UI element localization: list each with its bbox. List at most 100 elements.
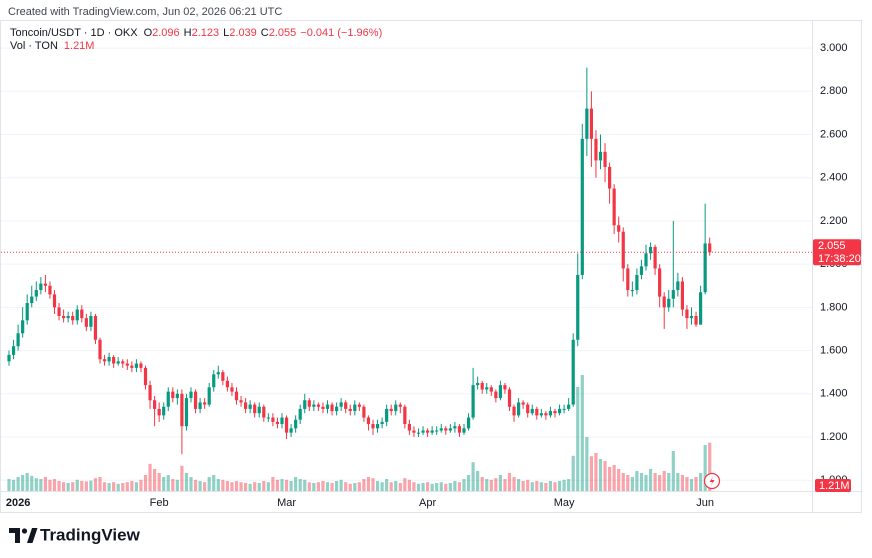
replay-icon[interactable] bbox=[703, 472, 721, 490]
legend-key: L bbox=[223, 27, 229, 39]
candle-body bbox=[34, 290, 38, 297]
volume-bar bbox=[284, 479, 289, 491]
volume-bar bbox=[184, 473, 189, 491]
volume-bar bbox=[71, 482, 75, 491]
candle-body bbox=[398, 404, 402, 407]
candle-body bbox=[130, 365, 134, 368]
y-tick-label: 2.200 bbox=[820, 215, 848, 227]
volume-bar bbox=[521, 481, 525, 491]
y-tick-label: 1.600 bbox=[820, 344, 848, 356]
volume-bar bbox=[435, 483, 439, 491]
volume-bar bbox=[603, 461, 607, 491]
volume-bar bbox=[289, 481, 293, 491]
candle-body bbox=[125, 363, 129, 366]
volume-bar bbox=[353, 483, 357, 491]
volume-bar bbox=[57, 481, 61, 491]
volume-bar bbox=[21, 475, 25, 491]
candle-body bbox=[539, 413, 543, 416]
candle-body bbox=[380, 421, 384, 425]
volume-bar bbox=[507, 473, 512, 491]
candle-body bbox=[143, 367, 148, 386]
volume-bar bbox=[139, 479, 143, 491]
volume-bar bbox=[266, 482, 270, 491]
volume-bar bbox=[43, 477, 47, 491]
candle-body bbox=[75, 309, 79, 321]
volume-bar bbox=[357, 482, 361, 491]
volume-bar bbox=[307, 482, 311, 491]
candle-body bbox=[535, 408, 539, 416]
candle-body bbox=[335, 406, 339, 412]
candle-body bbox=[658, 268, 662, 297]
volume-bar bbox=[580, 375, 584, 491]
volume-bar bbox=[462, 479, 466, 491]
y-tick-label: 3.000 bbox=[820, 42, 848, 54]
volume-bar bbox=[544, 483, 548, 491]
candle-body bbox=[257, 406, 261, 414]
candle-body bbox=[567, 404, 571, 409]
candle-body bbox=[403, 406, 407, 425]
candle-body bbox=[530, 408, 534, 414]
volume-bar bbox=[699, 473, 703, 491]
volume-bar bbox=[703, 445, 707, 491]
candle-body bbox=[476, 382, 480, 386]
legend-change: −0.041 (−1.96%) bbox=[300, 27, 382, 39]
volume-bar bbox=[212, 475, 216, 491]
candle-body bbox=[544, 413, 548, 416]
candle-body bbox=[166, 391, 170, 407]
volume-bar bbox=[639, 473, 644, 491]
candle-body bbox=[430, 430, 434, 433]
candle-body bbox=[180, 393, 184, 427]
candle-body bbox=[339, 402, 343, 407]
volume-bar bbox=[143, 475, 148, 491]
volume-bar bbox=[348, 483, 352, 491]
candle-body bbox=[52, 294, 57, 308]
candle-body bbox=[448, 428, 452, 431]
candle-body bbox=[548, 411, 553, 416]
candle-body bbox=[348, 408, 352, 412]
volume-bar bbox=[130, 481, 134, 491]
volume-bar bbox=[89, 480, 93, 491]
volume-bar bbox=[585, 437, 589, 491]
candle-body bbox=[330, 404, 334, 412]
volume-bar bbox=[375, 481, 380, 491]
candle-body bbox=[662, 296, 666, 308]
candle-body bbox=[612, 188, 616, 226]
candle-body bbox=[521, 402, 525, 405]
volume-bar bbox=[371, 478, 375, 491]
volume-bar bbox=[644, 475, 648, 491]
candle-body bbox=[644, 253, 648, 267]
candle-body bbox=[203, 402, 207, 405]
candle-body bbox=[298, 408, 302, 420]
volume-tag-label: 1.21M bbox=[819, 480, 850, 492]
volume-bar bbox=[567, 479, 571, 491]
candle-body bbox=[485, 387, 489, 390]
volume-bar bbox=[162, 477, 166, 491]
volume-bar bbox=[125, 482, 129, 491]
candle-body bbox=[80, 309, 84, 319]
volume-bar bbox=[52, 479, 57, 491]
legend-key: O bbox=[144, 27, 153, 39]
plot: 1.0001.2001.4001.6001.8002.0002.2002.400… bbox=[1, 42, 861, 509]
candle-body bbox=[598, 151, 603, 161]
candle-body bbox=[221, 372, 225, 381]
candle-body bbox=[102, 359, 107, 362]
candle-body bbox=[171, 391, 175, 399]
volume-bar bbox=[230, 482, 234, 491]
volume-bar bbox=[535, 481, 539, 491]
volume-bar bbox=[366, 477, 371, 491]
legend-key: H bbox=[184, 27, 192, 39]
candle-body bbox=[585, 108, 589, 139]
volume-bar bbox=[207, 477, 211, 491]
candle-body bbox=[648, 246, 653, 254]
volume-bar bbox=[457, 482, 462, 491]
volume-bar bbox=[658, 475, 662, 491]
volume-bar bbox=[298, 479, 302, 491]
candle-body bbox=[7, 354, 11, 362]
volume-bar bbox=[153, 469, 157, 491]
candle-body bbox=[507, 389, 512, 407]
volume-bar bbox=[193, 479, 198, 491]
volume-bar bbox=[262, 481, 266, 491]
volume-bar bbox=[676, 473, 680, 491]
